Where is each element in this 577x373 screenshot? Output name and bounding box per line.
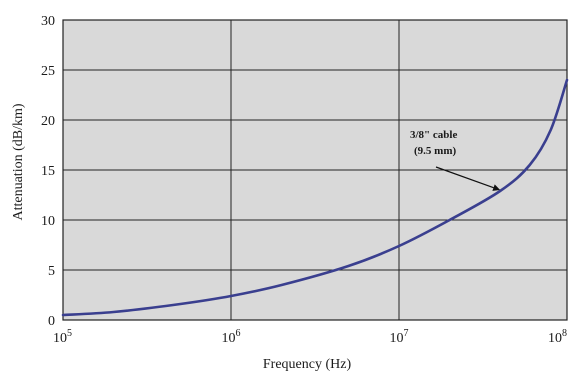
annotation-label-line1: 3/8" cable — [410, 129, 457, 141]
y-axis-title: Attenuation (dB/km) — [11, 103, 26, 220]
y-tick-label: 20 — [41, 114, 55, 129]
y-tick-label: 5 — [48, 264, 55, 279]
x-tick-label: 108 — [548, 328, 567, 346]
y-tick-label: 10 — [41, 214, 55, 229]
y-tick-label: 0 — [48, 314, 55, 329]
x-tick-label: 106 — [222, 328, 241, 346]
x-axis-title: Frequency (Hz) — [263, 357, 352, 372]
y-tick-label: 25 — [41, 64, 55, 79]
grid-lines — [62, 19, 568, 321]
y-tick-label: 30 — [41, 14, 55, 29]
x-tick-label: 105 — [53, 328, 72, 346]
annotation-arrow — [435, 166, 494, 189]
annotation-arrow-head — [492, 184, 501, 191]
x-tick-label: 107 — [390, 328, 409, 346]
annotation-label-line2: (9.5 mm) — [414, 145, 456, 157]
y-axis-ticks: 0 5 10 15 20 25 30 — [41, 14, 55, 329]
series-line — [61, 78, 569, 317]
annotation: 3/8" cable (9.5 mm) — [410, 129, 501, 191]
y-tick-label: 15 — [41, 164, 55, 179]
x-axis-ticks: 105 106 107 108 — [53, 328, 567, 346]
